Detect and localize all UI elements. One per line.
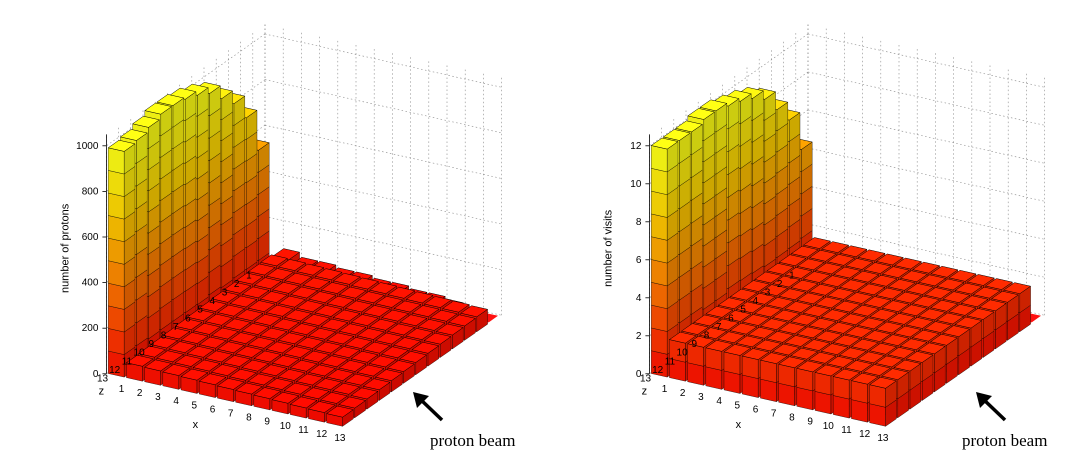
y-axis-label: number of protons [59,203,71,293]
z-tick-label: 6 [185,313,191,324]
arrow-icon [413,392,429,408]
y-tick-label: 6 [636,255,642,266]
bar [107,139,136,378]
y-tick-label: 10 [630,179,642,190]
y-axis: 0 2 4 6 8 10 12 number of visits [602,141,650,380]
x-tick-label: 8 [246,413,252,424]
annotation-text: proton beam [962,431,1047,450]
x-tick-label: 5 [192,400,198,411]
y-tick-label: 200 [82,323,99,334]
bars [650,87,1032,427]
y-tick-label: 4 [636,293,642,304]
z-tick-label: 3 [222,288,228,299]
z-tick-label: 6 [728,313,734,324]
z-tick-label: 9 [149,339,155,350]
x-tick-label: 8 [789,413,795,424]
x-tick-label: 1 [662,384,668,395]
z-tick-label: 12 [652,365,664,376]
z-tick-label: 8 [161,331,167,342]
z-tick-label: 1 [789,270,795,281]
z-tick-label: 2 [234,279,240,290]
z-tick-label: 1 [246,270,252,281]
y-tick-label: 0 [93,369,99,380]
x-tick-label: 13 [334,433,346,444]
z-tick-label: 7 [716,322,722,333]
x-tick-label: 7 [228,408,234,419]
z-tick-label: 12 [109,365,121,376]
y-tick-label: 0 [636,369,642,380]
x-tick-label: 5 [735,400,741,411]
z-tick-label: 8 [704,331,710,342]
y-tick-label: 12 [630,141,642,152]
z-tick-label: 2 [777,279,783,290]
x-tick-label: 2 [680,388,686,399]
proton-beam-annotation: proton beam [413,392,515,450]
x-tick-label: 1 [119,384,125,395]
x-tick-label: 12 [316,429,328,440]
z-tick-label: 10 [134,348,146,359]
x-axis: 1 2 3 4 5 6 7 8 9 10 11 12 13x [119,384,346,444]
arrow-icon [976,392,992,408]
y-tick-label: 400 [82,278,99,289]
z-tick-label: 4 [753,296,759,307]
bar [325,405,355,427]
y-tick-label: 2 [636,331,642,342]
x-axis-label: x [736,419,742,431]
x-tick-label: 9 [264,417,270,428]
z-axis-label: z [99,385,105,397]
z-tick-label: 11 [665,356,676,367]
y-axis: 0 200 400 600 800 1000 number of protons [59,141,107,380]
y-tick-label: 600 [82,232,99,243]
proton-beam-annotation: proton beam [962,392,1047,450]
z-tick-label: 13 [640,374,652,385]
x-tick-label: 4 [716,396,722,407]
x-tick-label: 12 [859,429,871,440]
z-tick-label: 4 [210,296,216,307]
z-tick-label: 5 [740,305,746,316]
x-tick-label: 11 [841,425,852,436]
z-axis-label: z [642,385,648,397]
y-tick-label: 8 [636,217,642,228]
bar [868,376,898,427]
x-tick-label: 6 [753,404,759,415]
x-tick-label: 4 [173,396,179,407]
y-axis-label: number of visits [602,209,614,287]
z-tick-label: 7 [173,322,179,333]
y-tick-label: 800 [82,186,99,197]
y-tick-label: 1000 [76,141,99,152]
z-tick-label: 5 [197,305,203,316]
x-tick-label: 10 [280,421,292,432]
z-tick-label: 13 [97,374,109,385]
x-tick-label: 13 [877,433,889,444]
bars [107,82,489,427]
x-tick-label: 3 [155,392,161,403]
chart-panel-right: 0 2 4 6 8 10 12 number of visits 1 2 3 4 5 6 7 8 9 10 11 12… [538,0,1075,459]
z-tick-label: 3 [765,288,771,299]
x-axis-label: x [193,419,199,431]
chart-panel-left: 0 200 400 600 800 1000 number of protons 1 2 3 4 5 6… [0,0,537,459]
z-tick-label: 10 [677,348,689,359]
x-tick-label: 6 [210,404,216,415]
x-tick-label: 2 [137,388,143,399]
x-tick-label: 9 [807,417,813,428]
annotation-text: proton beam [430,431,515,450]
x-tick-label: 10 [823,421,835,432]
z-tick-label: 11 [122,356,133,367]
z-tick-label: 9 [692,339,698,350]
x-tick-label: 3 [698,392,704,403]
x-axis: 1 2 3 4 5 6 7 8 9 10 11 12 13x [662,384,889,444]
x-tick-label: 11 [298,425,309,436]
x-tick-label: 7 [771,408,777,419]
